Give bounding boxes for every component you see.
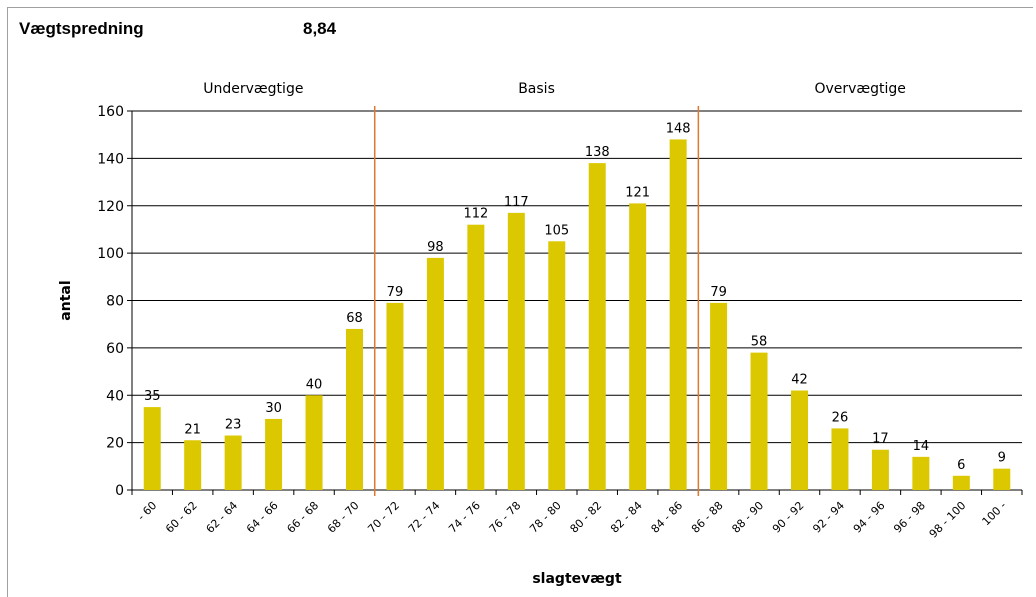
x-tick-label: 84 - 86	[649, 499, 686, 536]
x-tick-label: 100 -	[980, 499, 1009, 528]
bar	[710, 302, 728, 490]
data-label: 21	[184, 422, 201, 437]
bar	[507, 212, 525, 490]
bar	[831, 428, 849, 490]
y-tick-label: 60	[106, 341, 124, 357]
x-tick-label: 72 - 74	[406, 499, 443, 536]
x-tick-label: 60 - 62	[163, 499, 200, 536]
chart-frame	[7, 7, 1033, 597]
y-tick-label: 20	[106, 436, 124, 452]
data-label: 35	[144, 389, 161, 404]
x-tick-label: 68 - 70	[325, 499, 362, 536]
region-label: Overvægtige	[814, 81, 905, 97]
x-tick-label: 80 - 82	[568, 499, 605, 536]
x-tick-label: 74 - 76	[446, 499, 483, 536]
x-tick-label: 96 - 98	[891, 499, 928, 536]
bar	[548, 241, 566, 490]
data-label: 9	[998, 451, 1006, 466]
data-label: 117	[504, 195, 529, 210]
bar	[669, 139, 687, 491]
x-tick-label: 92 - 94	[810, 499, 847, 536]
data-label: 17	[872, 432, 889, 447]
y-tick-label: 160	[97, 104, 124, 120]
x-tick-label: 98 - 100	[927, 499, 969, 541]
bar	[224, 435, 242, 490]
y-tick-label: 140	[97, 151, 124, 167]
data-label: 121	[625, 185, 650, 200]
region-label: Basis	[518, 81, 555, 97]
data-label: 30	[265, 401, 282, 416]
data-label: 105	[544, 223, 569, 238]
bar	[265, 418, 283, 490]
data-label: 14	[913, 439, 930, 454]
data-label: 6	[957, 458, 965, 473]
bar	[143, 407, 161, 490]
x-axis-title: slagtevægt	[532, 571, 622, 587]
bar	[629, 203, 647, 490]
bar	[184, 440, 202, 490]
x-tick-label: 82 - 84	[608, 499, 645, 536]
header-value: 8,84	[303, 19, 337, 38]
chart-title: Vægtspredning	[19, 19, 144, 38]
bar	[346, 328, 363, 490]
y-tick-label: 120	[97, 199, 124, 215]
data-label: 112	[463, 207, 488, 222]
region-label: Undervægtige	[203, 81, 303, 97]
y-axis-title: antal	[58, 280, 74, 320]
y-tick-label: 40	[106, 388, 124, 404]
bar	[993, 468, 1011, 490]
data-label: 98	[427, 240, 444, 255]
data-label: 79	[387, 285, 404, 300]
data-label: 23	[225, 418, 242, 433]
bar	[386, 302, 404, 490]
data-label: 58	[751, 335, 768, 350]
bar	[871, 449, 889, 490]
bar	[791, 390, 808, 490]
data-label: 42	[791, 373, 808, 388]
data-label: 138	[585, 145, 610, 160]
y-tick-label: 0	[115, 483, 124, 499]
x-tick-label: 76 - 78	[487, 499, 524, 536]
bar	[750, 352, 768, 490]
x-tick-label: 90 - 92	[770, 499, 807, 536]
y-tick-label: 100	[97, 246, 124, 262]
x-tick-label: 70 - 72	[365, 499, 402, 536]
x-tick-label: 86 - 88	[689, 499, 726, 536]
x-tick-label: 66 - 68	[284, 499, 321, 536]
x-tick-label: 88 - 90	[729, 499, 766, 536]
x-tick-label: 62 - 64	[204, 499, 241, 536]
bar	[305, 395, 323, 490]
bar	[952, 475, 970, 490]
y-tick-label: 80	[106, 294, 124, 310]
bar	[467, 224, 485, 490]
data-label: 40	[306, 377, 323, 392]
x-tick-label: 94 - 96	[851, 499, 888, 536]
x-tick-label: 78 - 80	[527, 499, 564, 536]
data-label: 68	[346, 311, 363, 326]
bar	[588, 163, 606, 491]
x-tick-label: - 60	[135, 499, 159, 523]
x-tick-label: 64 - 66	[244, 499, 281, 536]
bar	[426, 257, 444, 490]
data-label: 148	[666, 121, 691, 136]
bar	[912, 456, 930, 490]
data-label: 26	[832, 410, 849, 425]
data-label: 79	[710, 285, 727, 300]
